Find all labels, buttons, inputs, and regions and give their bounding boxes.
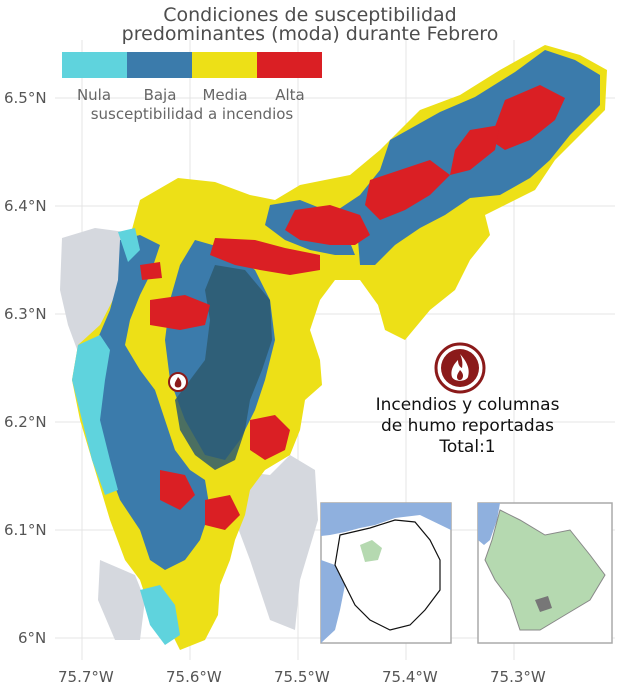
y-tick-6.0: 6°N bbox=[18, 629, 47, 647]
legend-swatch-nula bbox=[62, 52, 127, 78]
x-tick-75.6: 75.6°W bbox=[166, 668, 222, 686]
outside-region bbox=[60, 228, 318, 640]
fire-icon bbox=[434, 342, 486, 394]
legend-swatch-baja bbox=[127, 52, 192, 78]
inset-map-colombia bbox=[320, 502, 452, 644]
fires-total: Total:1 bbox=[439, 437, 496, 457]
region-mixed-dark bbox=[175, 265, 272, 470]
inset-map-antioquia bbox=[477, 502, 613, 644]
x-tick-75.4: 75.4°W bbox=[382, 668, 438, 686]
map-title-line2: predominantes (moda) durante Febrero bbox=[121, 23, 499, 45]
legend-label-alta: Alta bbox=[275, 86, 305, 104]
legend-label-media: Media bbox=[202, 86, 248, 104]
y-tick-6.3: 6.3°N bbox=[4, 305, 47, 323]
y-tick-6.2: 6.2°N bbox=[4, 413, 47, 431]
region-alta bbox=[140, 85, 565, 530]
legend-swatch-media bbox=[192, 52, 257, 78]
map-title-line1: Condiciones de susceptibilidad bbox=[163, 4, 457, 26]
legend-title: susceptibilidad a incendios bbox=[90, 105, 294, 123]
legend-label-baja: Baja bbox=[143, 86, 177, 104]
y-tick-6.5: 6.5°N bbox=[4, 89, 47, 107]
x-tick-75.3: 75.3°W bbox=[490, 668, 546, 686]
y-tick-6.4: 6.4°N bbox=[4, 197, 47, 215]
region-nula bbox=[72, 228, 180, 645]
x-tick-75.5: 75.5°W bbox=[274, 668, 330, 686]
y-tick-6.1: 6.1°N bbox=[4, 521, 47, 539]
legend-label-nula: Nula bbox=[76, 86, 112, 104]
x-tick-75.7: 75.7°W bbox=[58, 668, 114, 686]
fires-annotation-line2: de humo reportadas bbox=[381, 416, 554, 436]
legend-swatch-alta bbox=[257, 52, 322, 78]
fires-annotation-line1: Incendios y columnas bbox=[375, 395, 560, 415]
fire-marker-map bbox=[168, 372, 188, 392]
